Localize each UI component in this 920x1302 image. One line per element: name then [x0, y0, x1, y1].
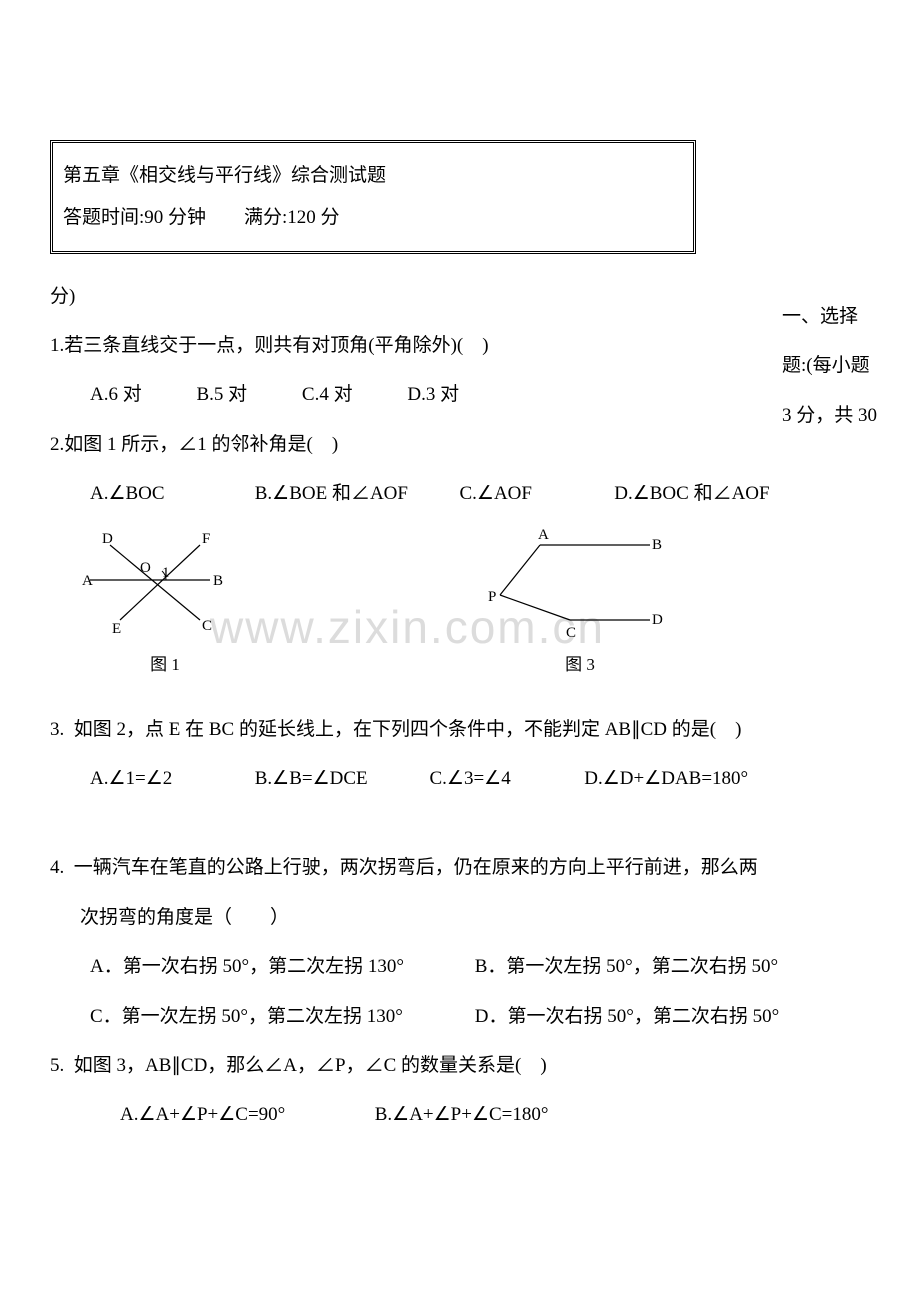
- time-line: 答题时间:90 分钟 满分:120 分: [63, 197, 683, 239]
- q2-opts: A.∠BOC B.∠BOE 和∠AOF C.∠AOF D.∠BOC 和∠AOF: [50, 469, 870, 518]
- fig1-O: O: [140, 560, 151, 576]
- title-box: 第五章《相交线与平行线》综合测试题 答题时间:90 分钟 满分:120 分: [50, 140, 696, 254]
- q1-d: D.3 对: [407, 384, 459, 405]
- fig3-P: P: [488, 589, 496, 605]
- q4-stem1: 4. 一辆汽车在笔直的公路上行驶，两次拐弯后，仍在原来的方向上平行前进，那么两: [50, 843, 870, 892]
- q1-opts: A.6 对 B.5 对 C.4 对 D.3 对: [50, 370, 870, 419]
- q4-opts-row2: C．第一次左拐 50°，第二次左拐 130° D．第一次右拐 50°，第二次右拐…: [50, 992, 870, 1041]
- q2-a: A.∠BOC: [90, 469, 250, 518]
- q3-stem: 3. 如图 2，点 E 在 BC 的延长线上，在下列四个条件中，不能判定 AB∥…: [50, 705, 870, 754]
- q5-stem: 5. 如图 3，AB∥CD，那么∠A，∠P，∠C 的数量关系是( ): [50, 1041, 870, 1090]
- q1-b: B.5 对: [196, 384, 247, 405]
- sec1-b: 题:(每小题: [782, 355, 870, 376]
- q5-b: B.∠A+∠P+∠C=180°: [375, 1104, 549, 1125]
- q4-b: B．第一次左拐 50°，第二次右拐 50°: [475, 956, 778, 977]
- q1-stem: 1.若三条直线交于一点，则共有对顶角(平角除外)( ): [50, 321, 870, 370]
- q2-b: B.∠BOE 和∠AOF: [255, 469, 455, 518]
- q5-a: A.∠A+∠P+∠C=90°: [120, 1090, 370, 1139]
- fig3-C: C: [566, 625, 576, 641]
- fig1-F: F: [202, 531, 210, 547]
- fig1-D: D: [102, 531, 113, 547]
- fig3-A: A: [538, 527, 549, 543]
- figure-1: A B D F E C O 1 图 1: [80, 525, 250, 675]
- fig1-caption: 图 1: [80, 650, 250, 675]
- fig3-caption: 图 3: [480, 650, 680, 675]
- q4-d: D．第一次右拐 50°，第二次右拐 50°: [475, 1006, 779, 1027]
- q4-opts-row1: A．第一次右拐 50°，第二次左拐 130° B．第一次左拐 50°，第二次右拐…: [50, 942, 870, 991]
- fig1-C: C: [202, 618, 212, 634]
- fig1-E: E: [112, 621, 121, 637]
- q4-c: C．第一次左拐 50°，第二次左拐 130°: [90, 992, 470, 1041]
- section-tail: 分): [50, 272, 870, 321]
- figure-3: A B P C D 图 3: [480, 525, 680, 675]
- fig3-B: B: [652, 537, 662, 553]
- q3-opts: A.∠1=∠2 B.∠B=∠DCE C.∠3=∠4 D.∠D+∠DAB=180°: [50, 754, 870, 803]
- q3-d: D.∠D+∠DAB=180°: [584, 768, 748, 789]
- section-heading-right: 一、选择 题:(每小题 3 分，共 30: [782, 292, 920, 440]
- q3-b: B.∠B=∠DCE: [255, 754, 425, 803]
- q4-stem2: 次拐弯的角度是（ ）: [50, 893, 870, 942]
- q1-c: C.4 对: [302, 384, 353, 405]
- q5-opts: A.∠A+∠P+∠C=90° B.∠A+∠P+∠C=180°: [50, 1090, 870, 1139]
- q2-stem: 2.如图 1 所示，∠1 的邻补角是( ): [50, 420, 870, 469]
- q3-a: A.∠1=∠2: [90, 754, 250, 803]
- q3-c: C.∠3=∠4: [430, 754, 580, 803]
- sec1-a: 一、选择: [782, 306, 858, 327]
- fig1-A: A: [82, 573, 93, 589]
- q2-c: C.∠AOF: [460, 469, 610, 518]
- q2-d: D.∠BOC 和∠AOF: [614, 483, 769, 504]
- title-line: 第五章《相交线与平行线》综合测试题: [63, 155, 683, 197]
- fig1-B: B: [213, 573, 223, 589]
- sec1-c: 3 分，共 30: [782, 405, 877, 426]
- q4-a: A．第一次右拐 50°，第二次左拐 130°: [90, 942, 470, 991]
- q1-a: A.6 对: [90, 384, 142, 405]
- fig3-D: D: [652, 612, 663, 628]
